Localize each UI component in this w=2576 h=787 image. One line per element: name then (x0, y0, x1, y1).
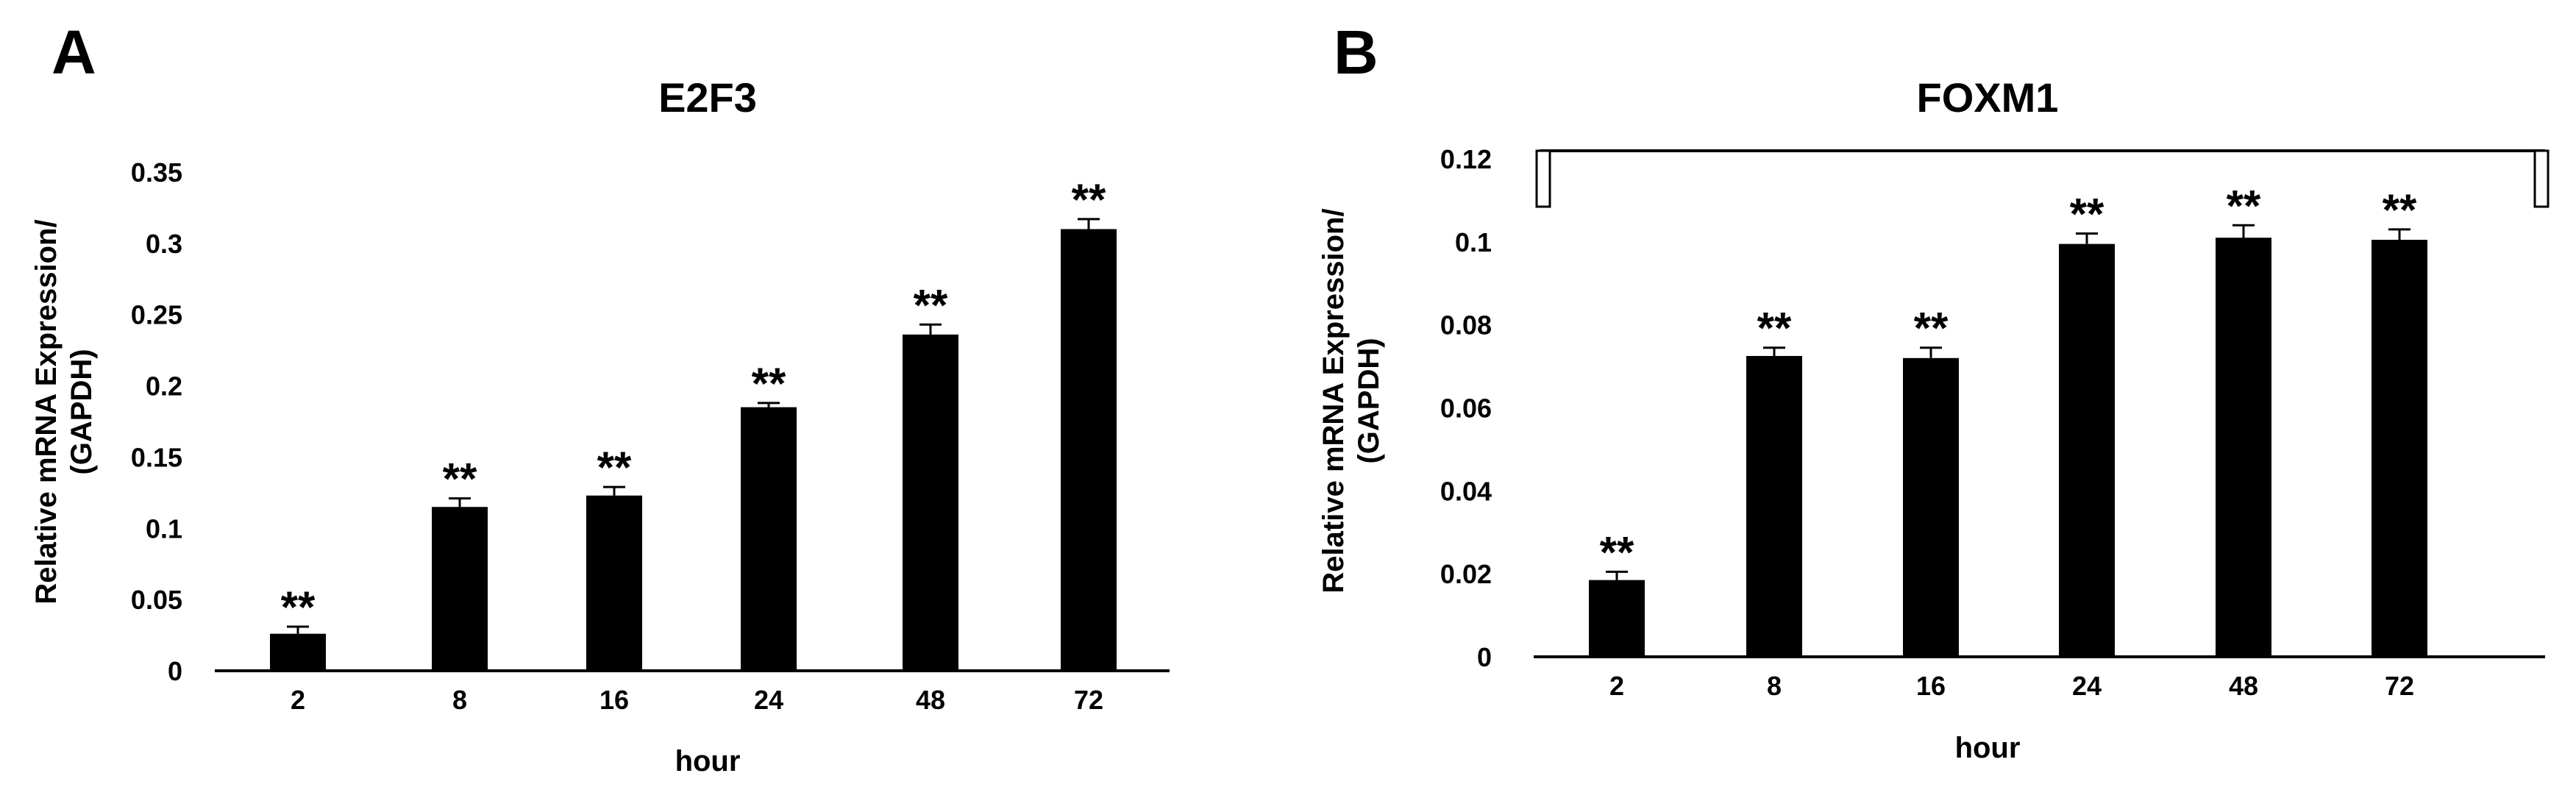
panel-a-error-bar (287, 625, 309, 634)
panel-a-x-tick: 8 (452, 685, 467, 715)
panel-a-significance: ** (281, 583, 316, 632)
panel-a-bar-group: ** 72 (1061, 175, 1117, 715)
panel-b-y-tick: 0.1 (1455, 227, 1492, 257)
panel-b-y-tick: 0.06 (1440, 394, 1492, 424)
panel-b-bracket-left-cap (1535, 149, 1551, 208)
panel-a-significance: ** (443, 455, 477, 504)
panel-a-error-bar (919, 323, 942, 335)
panel-a-error-bar (603, 485, 625, 496)
panel-b-bar-group: ** 16 (1903, 304, 1959, 701)
panel-a-bar (741, 407, 797, 671)
panel-b-x-tick: 8 (1767, 671, 1782, 701)
panel-a-y-tick: 0.15 (131, 442, 182, 472)
panel-b-y-axis-label-line-2: (GAPDH) (1353, 338, 1385, 463)
panel-a-bar-group: ** 8 (432, 455, 488, 715)
panel-a-y-axis-label: Relative mRNA Expression/ (GAPDH) (30, 219, 98, 604)
panel-a-x-tick: 24 (754, 685, 783, 715)
panel-b-x-axis-label: hour (1955, 732, 2021, 764)
panel-b-y-tick: 0.08 (1440, 310, 1492, 341)
panel-b-y-tick: 0.04 (1440, 476, 1492, 506)
panel-a-significance: ** (1072, 175, 1106, 224)
panel-a-x-tick: 16 (599, 685, 629, 715)
panel-b-title: FOXM1 (1917, 74, 2059, 121)
panel-b: B FOXM1 Relative mRNA Expression/ (GAPDH… (1317, 18, 2550, 764)
panel-a-significance: ** (914, 280, 948, 330)
panel-b-bar-group: ** 24 (2059, 190, 2115, 701)
panel-a-y-tick: 0.25 (131, 300, 182, 330)
panel-b-significance: ** (1600, 527, 1634, 577)
panel-a-bar-group: ** 16 (586, 443, 642, 715)
panel-b-bar-group: ** 2 (1589, 527, 1645, 701)
panel-a: A E2F3 Relative mRNA Expression/ (GAPDH)… (30, 18, 1170, 777)
panel-b-y-axis-label: Relative mRNA Expression/ (GAPDH) (1317, 208, 1385, 593)
panel-b-y-axis-label-line-1: Relative mRNA Expression/ (1317, 208, 1350, 593)
panel-b-bar (1589, 580, 1645, 657)
panel-b-bar-group: ** 72 (2372, 185, 2427, 701)
panel-a-y-tick: 0.3 (146, 229, 182, 259)
panel-b-error-bar (1606, 570, 1628, 580)
panel-a-y-axis-label-line-1: Relative mRNA Expression/ (30, 219, 63, 604)
panel-b-y-ticks: 0 0.02 0.04 0.06 0.08 0.1 0.12 (1440, 144, 1492, 672)
panel-b-x-tick: 48 (2229, 671, 2258, 701)
panel-b-bar-group: ** 8 (1746, 304, 1802, 701)
panel-b-bar (1746, 355, 1802, 657)
panel-a-x-tick: 48 (916, 685, 945, 715)
panel-a-x-axis-label: hour (675, 745, 741, 777)
panel-a-bar (270, 633, 326, 671)
panel-a-error-bar (1078, 218, 1100, 229)
panel-b-significance: ** (2383, 185, 2417, 235)
panel-a-y-tick: 0.1 (146, 513, 182, 544)
panel-b-x-tick: 2 (1609, 671, 1624, 701)
panel-b-bar (2216, 238, 2271, 658)
panel-b-significance: ** (1757, 304, 1792, 353)
panel-b-significance: ** (2070, 190, 2104, 239)
panel-b-x-tick: 16 (1916, 671, 1946, 701)
panel-b-bar (1903, 357, 1959, 657)
panel-a-bar-group: ** 24 (741, 359, 797, 715)
panel-b-bracket-right-cap (2533, 149, 2550, 208)
panel-a-bar (1061, 229, 1117, 671)
panel-a-significance: ** (597, 443, 632, 492)
panel-a-significance: ** (752, 359, 786, 408)
panel-b-y-tick: 0.02 (1440, 559, 1492, 589)
panel-a-bars: ** 2 ** 8 ** 16 ** 24 (270, 175, 1117, 715)
panel-b-x-tick: 72 (2385, 671, 2414, 701)
panel-a-bar-group: ** 48 (903, 280, 958, 715)
panel-b-bar-group: ** 48 (2216, 181, 2271, 701)
panel-b-bar (2059, 243, 2115, 657)
panel-a-y-ticks: 0 0.05 0.1 0.15 0.2 0.25 0.3 0.35 (131, 157, 182, 686)
panel-a-error-bar (449, 497, 471, 508)
panel-b-error-bar (2232, 224, 2255, 238)
panel-a-error-bar (758, 402, 780, 407)
panel-a-bar (432, 507, 488, 671)
panel-b-y-tick: 0 (1477, 642, 1492, 672)
panel-b-bars: ** 2 ** 8 ** 16 ** 24 (1589, 181, 2427, 701)
panel-a-title: E2F3 (658, 74, 757, 121)
panel-a-y-tick: 0 (168, 656, 182, 686)
panel-a-y-axis-label-line-2: (GAPDH) (65, 349, 98, 474)
panel-a-y-tick: 0.2 (146, 371, 182, 402)
panel-a-y-tick: 0.35 (131, 157, 182, 188)
panel-b-y-tick: 0.12 (1440, 144, 1492, 174)
panel-b-bar (2372, 240, 2427, 657)
panel-b-error-bar (2388, 228, 2410, 241)
panel-a-letter: A (51, 18, 96, 87)
panel-b-significance: ** (2227, 181, 2261, 230)
panel-b-x-tick: 24 (2072, 671, 2102, 701)
panel-b-error-bar (1763, 346, 1785, 356)
panel-b-error-bar (2076, 232, 2098, 244)
panel-b-bracket (1535, 149, 2550, 208)
panel-a-y-tick: 0.05 (131, 585, 182, 615)
panel-a-x-tick: 72 (1074, 685, 1103, 715)
panel-a-bar-group: ** 2 (270, 583, 326, 715)
panel-a-bar (586, 495, 642, 671)
panel-b-significance: ** (1914, 304, 1949, 353)
panel-b-error-bar (1920, 346, 1942, 358)
panel-b-letter: B (1334, 18, 1378, 87)
panel-a-bar (903, 334, 958, 671)
panel-a-x-tick: 2 (291, 685, 305, 715)
